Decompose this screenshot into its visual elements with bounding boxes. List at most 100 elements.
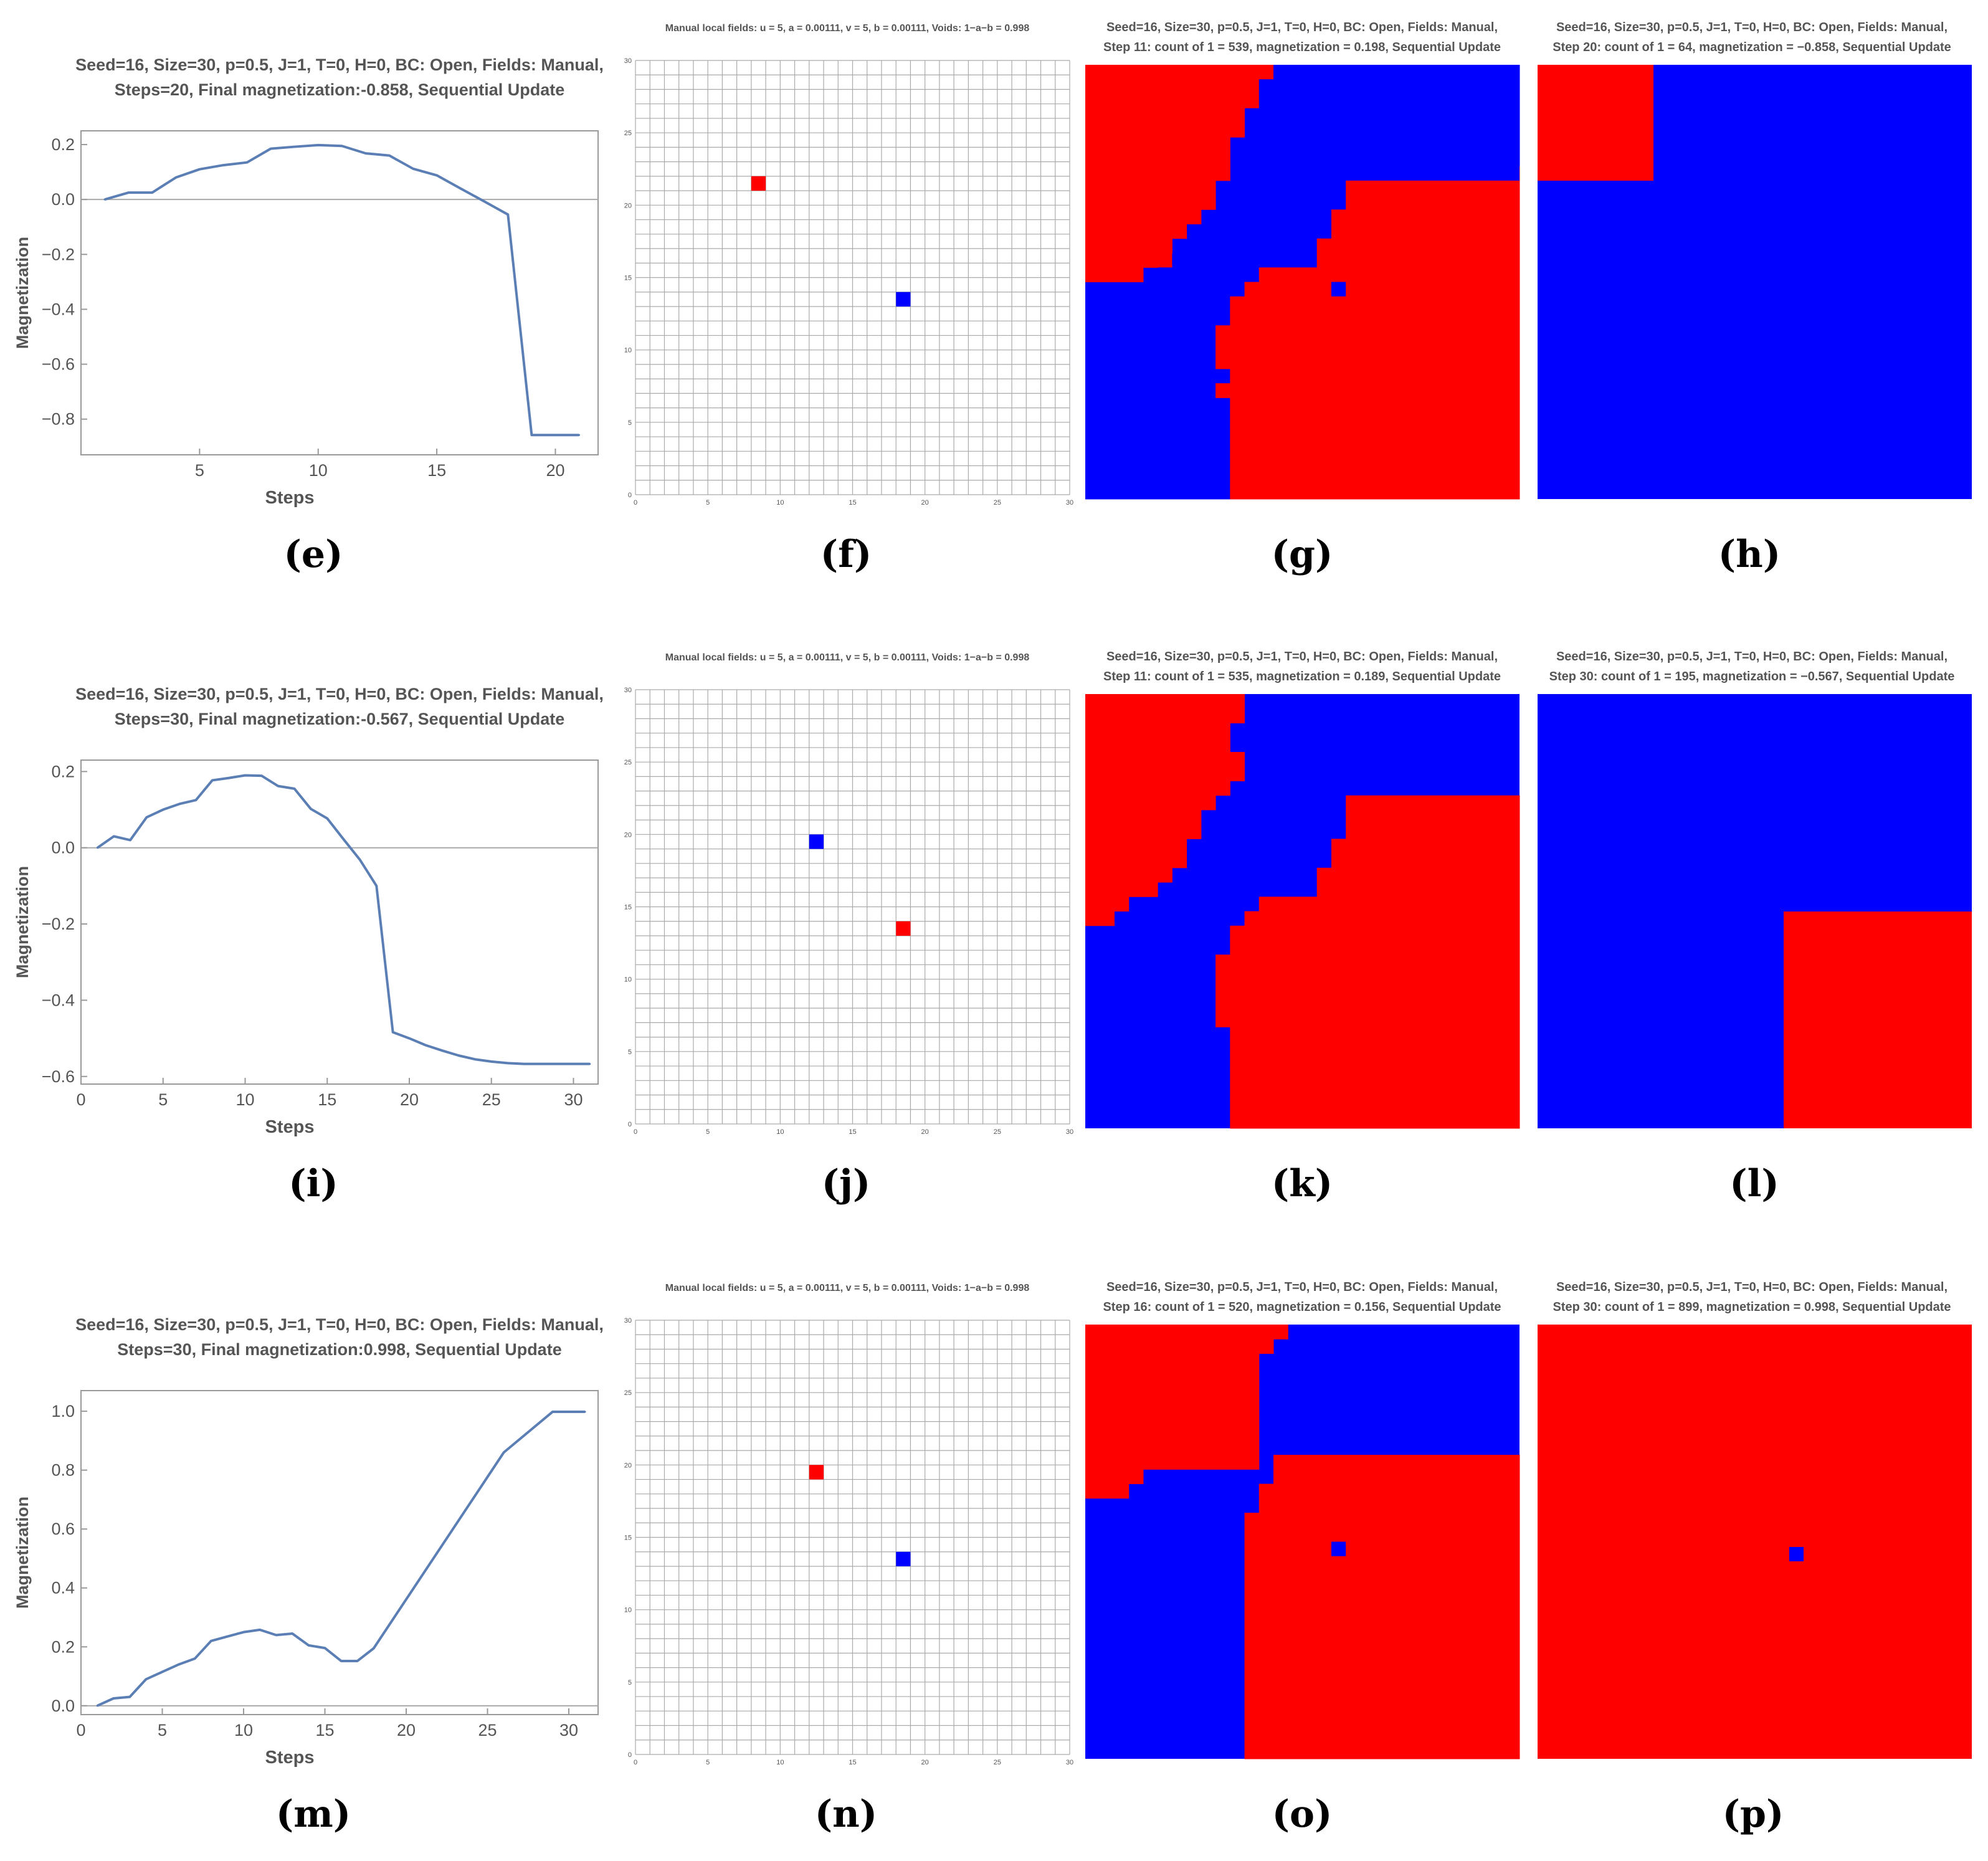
data-point (103, 198, 106, 201)
up-domain-row (1085, 708, 1245, 723)
data-point (459, 188, 462, 190)
x-tick-label: 0 (634, 1128, 637, 1136)
spin-grid-k (1085, 694, 1520, 1129)
y-tick-label: −0.8 (42, 410, 75, 429)
data-point (356, 1660, 359, 1662)
x-tick-label: 10 (235, 1090, 254, 1109)
up-domain-row (1085, 911, 1115, 926)
up-domain-row (1085, 209, 1202, 225)
up-domain-row (1085, 108, 1245, 123)
up-domain-row (1085, 151, 1230, 167)
up-domain-row (1085, 824, 1202, 839)
down-domain-row (1186, 224, 1332, 239)
data-point (129, 839, 131, 841)
data-point (408, 1037, 411, 1040)
y-axis-label: Magnetization (13, 1497, 32, 1609)
pinned-field-site (896, 1551, 911, 1566)
up-domain-row (1085, 882, 1158, 897)
x-tick-label: 15 (315, 1721, 334, 1740)
data-point (373, 1647, 375, 1650)
x-tick-label: 25 (994, 1759, 1001, 1766)
line-chart-e: 5 10 15 20 −0.8 −0.6 −0.4 −0.2 0.0 0.2 Steps Magnet… (13, 130, 599, 508)
series-line (97, 774, 590, 1065)
x-tick-label: 30 (1066, 499, 1073, 507)
up-domain-row (1085, 694, 1245, 709)
y-tick-label: 0.0 (51, 839, 75, 857)
down-domain-row (1085, 282, 1172, 297)
up-domain-row (1215, 340, 1520, 355)
y-tick-label: 30 (624, 1317, 632, 1325)
x-tick-label: 15 (318, 1090, 336, 1109)
pinned-down-site (1331, 282, 1346, 297)
up-domain-row (1244, 1570, 1520, 1586)
plot-frame (80, 1390, 599, 1715)
data-point (359, 859, 361, 861)
y-tick-label: 15 (624, 1535, 632, 1542)
up-domain-row (1230, 1041, 1520, 1057)
data-point (198, 168, 201, 171)
data-point (507, 1062, 509, 1064)
field-grid-f: 00 5 5 10 10 15 15 20 20 25 25 30 30 (624, 57, 1073, 507)
caption-g: (g) (1271, 533, 1333, 576)
up-domain-row (1085, 737, 1230, 753)
spin-grid-o (1085, 1325, 1520, 1759)
snapshot-title-h: Seed=16, Size=30, p=0.5, J=1, T=0, H=0, … (1553, 21, 1951, 54)
data-point (210, 1640, 212, 1642)
x-tick-label: 5 (158, 1090, 168, 1109)
data-point (127, 191, 130, 194)
down-domain-row (1201, 209, 1332, 225)
up-domain (1538, 1325, 1972, 1759)
up-domain-row (1230, 426, 1520, 442)
field-title-j: Manual local fields: u = 5, a = 0.00111,… (665, 652, 1030, 663)
up-domain-row (1230, 441, 1520, 456)
data-point (326, 817, 328, 820)
up-domain-row (1331, 209, 1520, 225)
x-tick-label: 20 (400, 1090, 419, 1109)
y-tick-label: 25 (624, 130, 632, 137)
up-domain-row (1331, 853, 1520, 869)
down-domain-row (1244, 122, 1520, 138)
up-domain-row (1244, 1744, 1520, 1759)
down-domain-row (1172, 238, 1318, 254)
x-tick-label: 10 (776, 1759, 784, 1766)
y-tick-label: 10 (624, 976, 632, 984)
up-domain-row (1346, 180, 1520, 196)
down-domain-row (1085, 354, 1216, 369)
up-domain-row (1085, 93, 1245, 109)
up-domain-row (1230, 455, 1520, 471)
up-domain-row (1230, 397, 1520, 413)
data-point (211, 779, 214, 781)
data-point (178, 1663, 180, 1666)
up-domain-row (1085, 65, 1245, 80)
up-domain-row (1316, 238, 1520, 254)
up-domain-row (1085, 122, 1245, 138)
down-domain-row (1085, 484, 1230, 500)
data-point (293, 788, 296, 790)
data-point (244, 774, 246, 776)
data-point (194, 799, 197, 801)
x-tick-label: 0 (76, 1090, 85, 1109)
data-point (572, 1063, 574, 1065)
up-domain-row (1230, 1085, 1520, 1100)
field-grid-n: 00 5 5 10 10 15 15 20 20 25 25 30 30 (624, 1317, 1073, 1766)
y-tick-label: 5 (628, 1049, 632, 1056)
x-tick-label: 30 (1066, 1759, 1073, 1766)
y-tick-label: 10 (624, 1607, 632, 1614)
up-domain-row (1230, 925, 1520, 941)
caption-i: (i) (288, 1162, 338, 1206)
data-point (457, 1054, 460, 1057)
caption-h: (h) (1718, 533, 1781, 576)
down-domain-row (1230, 166, 1520, 181)
x-tick-label: 20 (921, 1759, 929, 1766)
up-domain-row (1215, 969, 1520, 984)
plot-title-e: Seed=16, Size=30, p=0.5, J=1, T=0, H=0, … (75, 55, 604, 99)
pinned-down-site (1789, 1547, 1804, 1561)
y-tick-label: 5 (628, 419, 632, 427)
up-domain-row (1114, 1483, 1130, 1499)
data-point (277, 785, 279, 788)
caption-e: (e) (283, 533, 343, 576)
up-domain-row (1085, 253, 1158, 268)
data-point (523, 1063, 525, 1065)
y-tick-label: 20 (624, 831, 632, 839)
spin-grid-g (1085, 65, 1520, 500)
